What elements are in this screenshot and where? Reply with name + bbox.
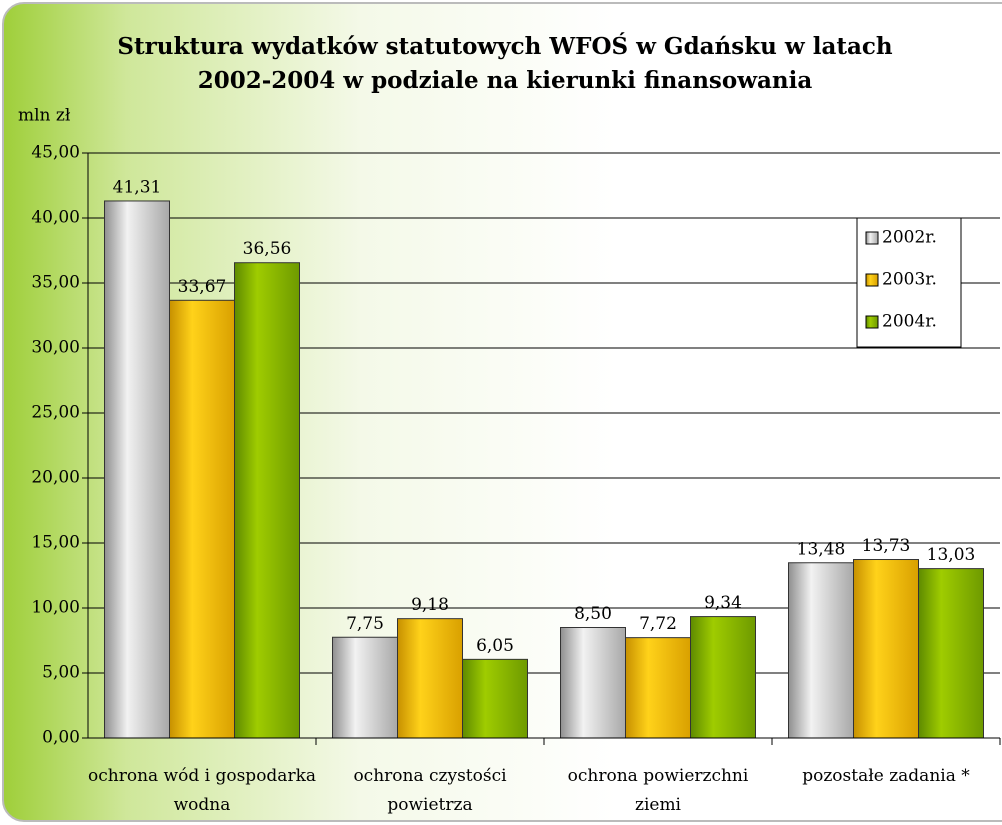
bar xyxy=(397,618,463,739)
y-tick-label: 35,00 xyxy=(31,273,80,293)
legend-swatch xyxy=(865,315,879,329)
legend-label: 2004r. xyxy=(882,312,937,332)
chart-title: Struktura wydatków statutowych WFOŚ w Gd… xyxy=(117,33,893,94)
bar xyxy=(169,299,235,739)
bar xyxy=(104,200,170,739)
y-tick-label: 15,00 xyxy=(31,533,80,553)
legend-label: 2003r. xyxy=(882,270,937,290)
value-label: 41,31 xyxy=(113,177,162,197)
value-label: 6,05 xyxy=(476,636,514,656)
legend-label: 2002r. xyxy=(882,228,937,248)
value-label: 9,34 xyxy=(704,593,742,613)
y-tick-label: 10,00 xyxy=(31,598,80,618)
value-label: 13,73 xyxy=(862,536,911,556)
bar xyxy=(560,627,626,739)
bar xyxy=(234,262,300,739)
value-label: 7,75 xyxy=(346,614,384,634)
value-label: 8,50 xyxy=(574,604,612,624)
value-label: 9,18 xyxy=(411,595,449,615)
value-label: 13,48 xyxy=(797,539,846,559)
bar xyxy=(853,559,919,739)
value-label: 36,56 xyxy=(243,239,292,259)
bar xyxy=(462,658,528,739)
bar xyxy=(625,637,691,739)
legend-swatch xyxy=(865,273,879,287)
y-axis-label: mln zł xyxy=(18,106,71,126)
bar xyxy=(918,568,984,739)
bar xyxy=(788,562,854,739)
y-tick-label: 30,00 xyxy=(31,338,80,358)
x-tick-label: ochrona wód i gospodarka wodna xyxy=(88,766,317,815)
bar xyxy=(690,616,756,739)
x-tick-label: ochrona powierzchni ziemi xyxy=(567,766,749,815)
y-tick-label: 0,00 xyxy=(42,728,80,748)
bar xyxy=(332,636,398,739)
y-tick-label: 40,00 xyxy=(31,208,80,228)
value-label: 7,72 xyxy=(639,614,677,634)
y-tick-label: 20,00 xyxy=(31,468,80,488)
y-tick-label: 5,00 xyxy=(42,663,80,683)
value-label: 13,03 xyxy=(927,545,976,565)
y-tick-label: 25,00 xyxy=(31,403,80,423)
x-tick-label: pozostałe zadania * xyxy=(802,766,970,786)
legend-swatch xyxy=(865,231,879,245)
x-tick-label: ochrona czystości powietrza xyxy=(353,766,507,815)
value-label: 33,67 xyxy=(178,277,227,297)
y-tick-label: 45,00 xyxy=(31,143,80,163)
